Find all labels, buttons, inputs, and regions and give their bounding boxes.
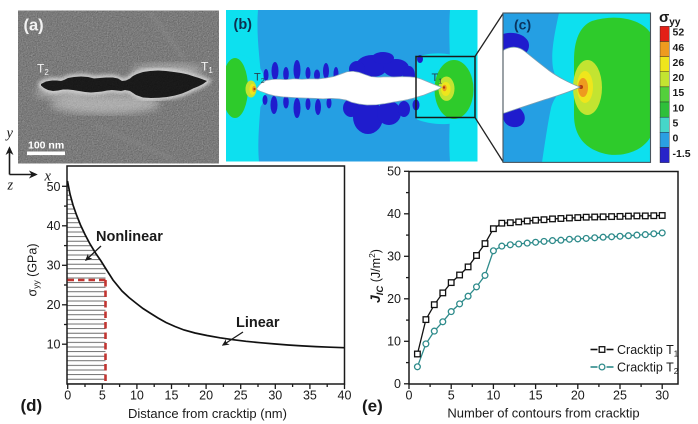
svg-text:30: 30 [387,250,401,264]
svg-text:15: 15 [165,389,179,403]
svg-text:Cracktip T1: Cracktip T1 [617,343,679,359]
svg-text:20: 20 [673,72,685,84]
svg-text:T2: T2 [254,72,265,85]
svg-text:Nonlinear: Nonlinear [96,229,163,245]
svg-text:σyy: σyy [659,9,681,28]
svg-text:30: 30 [268,389,282,403]
svg-text:(e): (e) [362,397,383,416]
svg-text:0: 0 [64,389,71,403]
svg-text:0: 0 [394,377,401,391]
svg-text:-1.5: -1.5 [673,148,691,160]
svg-text:(d): (d) [21,396,43,415]
svg-text:5: 5 [673,118,679,130]
svg-text:15: 15 [529,389,543,403]
svg-text:z: z [7,178,14,194]
svg-text:Distance from cracktip (nm): Distance from cracktip (nm) [128,406,287,421]
svg-text:Cracktip T2: Cracktip T2 [617,361,679,377]
svg-text:Linear: Linear [236,315,280,331]
svg-text:y: y [5,126,14,142]
svg-text:10: 10 [130,389,144,403]
svg-text:0: 0 [673,133,679,145]
svg-text:10: 10 [486,389,500,403]
svg-text:40: 40 [338,389,352,403]
svg-text:15: 15 [673,87,685,99]
svg-text:10: 10 [387,335,401,349]
svg-text:5: 5 [448,389,455,403]
svg-text:25: 25 [234,389,248,403]
svg-text:46: 46 [673,42,685,54]
svg-text:26: 26 [673,57,685,69]
svg-text:σyy (GPa): σyy (GPa) [26,243,42,296]
svg-text:JIC (J/m2): JIC (J/m2) [367,249,386,303]
svg-text:20: 20 [47,298,61,312]
svg-text:25: 25 [613,389,627,403]
svg-text:52: 52 [673,27,685,39]
svg-text:20: 20 [571,389,585,403]
svg-text:(c): (c) [514,17,531,33]
svg-text:35: 35 [303,389,317,403]
svg-text:10: 10 [47,338,61,352]
svg-text:(a): (a) [24,17,44,35]
svg-text:x: x [44,169,52,185]
svg-text:0: 0 [406,389,413,403]
svg-text:50: 50 [387,165,401,179]
svg-text:100 nm: 100 nm [28,140,64,152]
svg-text:40: 40 [387,207,401,221]
svg-text:10: 10 [673,102,685,114]
svg-text:20: 20 [199,389,213,403]
svg-text:50: 50 [47,180,61,194]
svg-text:T1: T1 [432,72,443,85]
svg-text:5: 5 [99,389,106,403]
svg-text:30: 30 [47,259,61,273]
svg-text:(b): (b) [234,17,253,33]
svg-text:20: 20 [387,292,401,306]
svg-text:40: 40 [47,219,61,233]
svg-text:Number of contours from crackt: Number of contours from cracktip [447,406,639,421]
svg-text:30: 30 [655,389,669,403]
